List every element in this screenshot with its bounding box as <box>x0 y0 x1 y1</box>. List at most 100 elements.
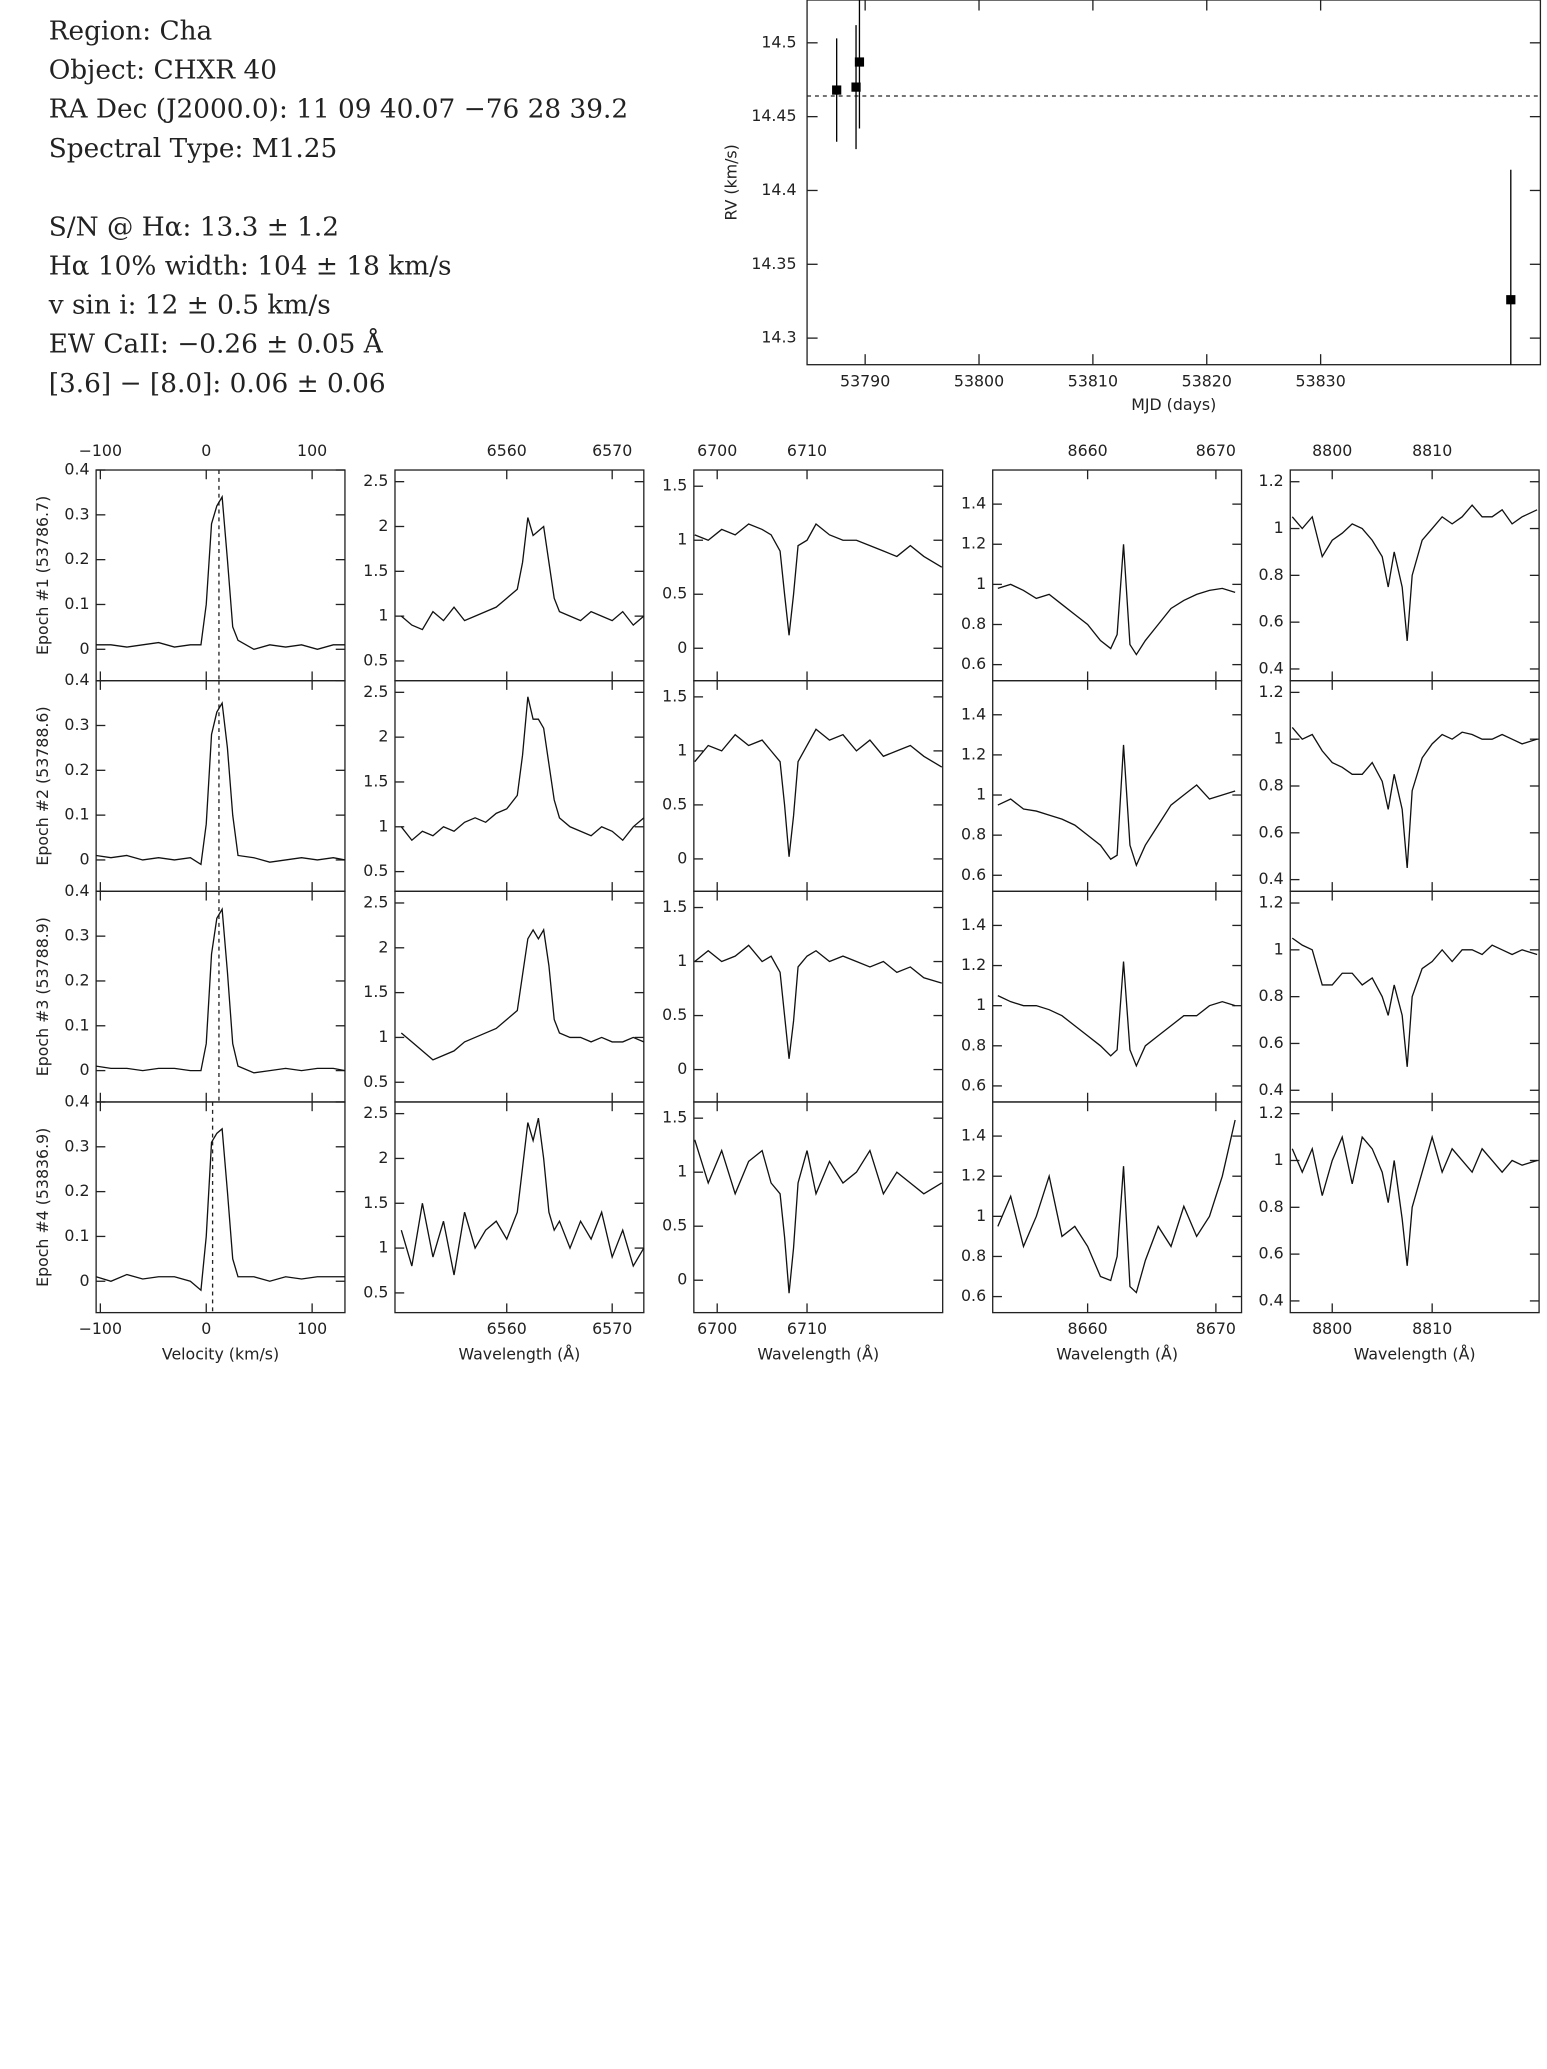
x-tick-label: 6560 <box>487 1319 527 1338</box>
y-tick-label: 1 <box>677 530 687 549</box>
y-tick-label: 14.5 <box>761 32 796 51</box>
y-tick-label: 0.5 <box>363 1072 388 1091</box>
y-tick-label: 2 <box>378 1148 388 1167</box>
y-tick-label: 0.4 <box>1259 1290 1284 1309</box>
y-tick-label: 14.3 <box>761 328 796 347</box>
panel-frame <box>992 1101 1243 1314</box>
y-tick-label: 1 <box>378 1238 388 1257</box>
y-tick-label: 1.2 <box>961 534 986 553</box>
y-tick-label: 1 <box>378 1027 388 1046</box>
y-tick-label: 2.5 <box>363 471 388 490</box>
spectrum-line <box>997 544 1236 656</box>
plot-frame <box>806 0 1542 366</box>
x-tick-label: 53800 <box>954 371 1004 390</box>
info-line: Region: Cha <box>49 16 213 46</box>
panel-frame <box>992 890 1243 1103</box>
panel-frame <box>693 1101 944 1314</box>
y-tick-label: 0.3 <box>64 926 89 945</box>
x-tick-label: −100 <box>79 1319 122 1338</box>
y-tick-label: 0.1 <box>64 805 89 824</box>
top-x-tick-label: 6710 <box>787 441 827 460</box>
y-tick-label: 0.4 <box>64 670 89 689</box>
y-tick-label: 0.4 <box>1259 1080 1284 1099</box>
y-tick-label: 1 <box>378 606 388 625</box>
y-tick-label: 0 <box>677 638 687 657</box>
top-x-tick-label: 6560 <box>487 441 527 460</box>
y-tick-label: 0.8 <box>961 1246 986 1265</box>
y-tick-label: 1 <box>976 995 986 1014</box>
y-tick-label: 0.6 <box>1259 822 1284 841</box>
x-axis-label: Wavelength (Å) <box>1056 1344 1178 1363</box>
x-axis-label: Velocity (km/s) <box>162 1344 279 1363</box>
x-tick-label: 53820 <box>1182 371 1232 390</box>
panel-frame <box>1289 680 1540 892</box>
spectrum-line <box>1291 727 1538 868</box>
x-tick-label: 8670 <box>1196 1319 1236 1338</box>
point <box>851 82 861 92</box>
panel-frame <box>1289 890 1540 1103</box>
y-tick-label: 0.5 <box>662 1216 687 1235</box>
y-tick-label: 1 <box>677 1162 687 1181</box>
panel-frame <box>693 469 944 682</box>
y-tick-label: 0.6 <box>961 654 986 673</box>
y-tick-label: 0.2 <box>64 1181 89 1200</box>
top-x-tick-label: 8800 <box>1312 441 1352 460</box>
spectrum-line <box>997 1119 1236 1294</box>
y-tick-label: 0.2 <box>64 549 89 568</box>
y-tick-label: 0.4 <box>64 1091 89 1110</box>
point <box>832 85 842 95</box>
spectrum-line <box>400 1117 645 1276</box>
y-tick-label: 0.5 <box>662 794 687 813</box>
y-tick-label: 0.6 <box>1259 612 1284 631</box>
y-tick-label: 1 <box>1274 518 1284 537</box>
spectrum-line <box>96 494 345 651</box>
y-tick-label: 2 <box>378 937 388 956</box>
y-tick-label: 1 <box>976 785 986 804</box>
y-tick-label: 0.5 <box>363 861 388 880</box>
panel-frame <box>693 680 944 892</box>
info-line: Hα 10% width: 104 ± 18 km/s <box>49 252 452 282</box>
y-tick-label: 1.5 <box>363 771 388 790</box>
top-x-tick-label: 100 <box>297 441 327 460</box>
y-tick-label: 1.4 <box>961 704 986 723</box>
x-tick-label: 6710 <box>787 1319 827 1338</box>
panel-frame <box>394 1101 645 1314</box>
point <box>854 57 865 67</box>
y-tick-label: 0 <box>79 1271 89 1290</box>
y-tick-label: 1 <box>677 951 687 970</box>
y-tick-label: 0.8 <box>961 825 986 844</box>
panel-frame <box>95 1101 346 1314</box>
points <box>832 0 1516 365</box>
y-tick-label: 0 <box>79 639 89 658</box>
y-tick-label: 2 <box>378 727 388 746</box>
y-tick-label: 1.2 <box>961 1166 986 1185</box>
x-tick-label: 8660 <box>1068 1319 1108 1338</box>
y-tick-label: 1 <box>1274 729 1284 748</box>
top-x-tick-label: 8810 <box>1412 441 1452 460</box>
y-tick-label: 1 <box>976 1206 986 1225</box>
y-tick-label: 0.8 <box>1259 986 1284 1005</box>
y-tick-label: 0.5 <box>662 584 687 603</box>
y-tick-label: 14.35 <box>751 254 796 273</box>
x-tick-label: 6700 <box>697 1319 737 1338</box>
spectrum-line <box>694 944 942 1059</box>
y-tick-label: 0.6 <box>961 1075 986 1094</box>
y-tick-label: 0.5 <box>662 1005 687 1024</box>
spectrum-line <box>400 696 645 842</box>
panel-frame <box>95 680 346 892</box>
spectrum-line <box>95 1127 345 1292</box>
spectrum-line <box>694 728 943 857</box>
y-tick-label: 0.4 <box>64 881 89 900</box>
y-tick-label: 1.4 <box>961 1126 986 1145</box>
x-axis-label: Wavelength (Å) <box>1354 1344 1476 1363</box>
y-tick-label: 1.2 <box>961 955 986 974</box>
y-tick-label: 1 <box>1274 939 1284 958</box>
y-tick-label: 1 <box>1274 1150 1284 1169</box>
spectrum-line <box>997 961 1236 1068</box>
x-tick-label: 53790 <box>840 371 890 390</box>
y-tick-label: 0.3 <box>64 715 89 734</box>
y-tick-label: 0.6 <box>1259 1033 1284 1052</box>
y-tick-label: 1 <box>378 816 388 835</box>
